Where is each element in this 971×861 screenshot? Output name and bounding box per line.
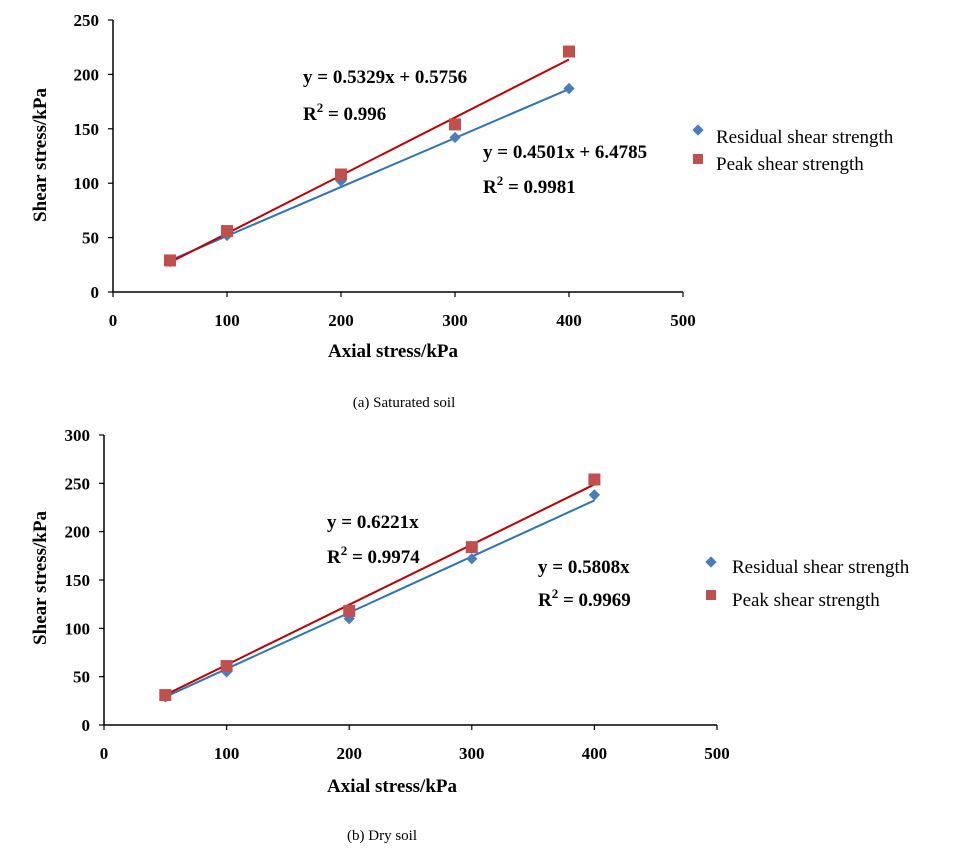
y-axis-title: Shear stress/kPa xyxy=(30,88,51,222)
x-axis-title: Axial stress/kPa xyxy=(327,776,458,797)
data-point-peak xyxy=(563,45,575,58)
trendlines xyxy=(169,58,570,264)
r-squared-peak: R2 = 0.9974 xyxy=(327,543,420,568)
legend: Residual shear strength Peak shear stren… xyxy=(692,124,894,175)
r2-value: = 0.9981 xyxy=(503,177,576,198)
legend-marker-diamond xyxy=(692,124,704,136)
chart-panel-saturated-soil: 0 100 200 300 400 500 0 50 100 150 200 250 Axial st… xyxy=(30,11,894,411)
y-axis-title: Shear stress/kPa xyxy=(30,511,51,645)
legend: Residual shear strength Peak shear stren… xyxy=(705,556,910,611)
r2-prefix: R xyxy=(483,177,497,198)
figure-caption: (a) Saturated soil xyxy=(353,395,455,411)
data-point-peak xyxy=(221,225,233,238)
legend-item-peak: Peak shear strength xyxy=(693,154,864,175)
data-point-residual xyxy=(563,82,575,95)
r2-prefix: R xyxy=(303,104,317,125)
x-axis-title: Axial stress/kPa xyxy=(328,341,459,362)
x-tick-label: 200 xyxy=(336,744,362,763)
legend-item-residual: Residual shear strength xyxy=(692,124,894,148)
y-tick-label: 50 xyxy=(82,229,99,248)
r2-prefix: R xyxy=(327,547,341,568)
axis-ticks xyxy=(99,434,718,730)
r2-superscript: 2 xyxy=(497,173,504,188)
data-point-peak xyxy=(159,689,172,702)
r2-superscript: 2 xyxy=(317,100,324,115)
y-tick-label: 150 xyxy=(74,120,100,139)
legend-marker-square xyxy=(693,154,703,164)
x-tick-label: 0 xyxy=(100,744,109,763)
axis-ticks xyxy=(108,19,684,297)
y-tick-label: 200 xyxy=(65,523,91,542)
figure-caption: (b) Dry soil xyxy=(347,828,417,844)
trendlines xyxy=(164,483,595,698)
data-point-peak xyxy=(465,541,478,554)
data-point-residual xyxy=(466,553,478,565)
legend-label-peak: Peak shear strength xyxy=(732,590,880,611)
legend-marker-diamond xyxy=(705,556,717,568)
x-tick-label: 400 xyxy=(556,311,582,330)
legend-item-residual: Residual shear strength xyxy=(705,556,910,578)
r2-superscript: 2 xyxy=(552,586,559,601)
y-tick-label: 250 xyxy=(74,11,100,30)
y-tick-label: 100 xyxy=(74,174,100,193)
x-tick-label: 300 xyxy=(459,744,485,763)
x-tick-label: 200 xyxy=(328,311,354,330)
r-squared-residual: R2 = 0.9969 xyxy=(538,586,631,611)
data-point-peak xyxy=(449,118,461,131)
legend-item-peak: Peak shear strength xyxy=(706,590,880,611)
chart-panel-dry-soil: 0 100 200 300 400 500 0 50 100 150 200 250 300 Axial… xyxy=(30,426,910,844)
r-squared-residual: R2 = 0.9981 xyxy=(483,173,576,198)
equation-residual: y = 0.4501x + 6.4785 xyxy=(483,142,647,163)
data-points xyxy=(159,473,601,703)
y-tick-label: 200 xyxy=(74,65,100,84)
legend-label-residual: Residual shear strength xyxy=(732,557,910,578)
r2-superscript: 2 xyxy=(341,543,348,558)
equation-peak: y = 0.6221x xyxy=(327,512,419,533)
equation-peak: y = 0.5329x + 0.5756 xyxy=(303,67,467,88)
trendline-residual xyxy=(169,88,570,262)
r2-prefix: R xyxy=(538,590,552,611)
data-point-peak xyxy=(335,168,347,181)
x-tick-label: 500 xyxy=(670,311,696,330)
y-tick-label: 250 xyxy=(65,474,91,493)
x-tick-label: 300 xyxy=(442,311,468,330)
y-tick-label: 0 xyxy=(91,283,100,302)
data-point-residual xyxy=(449,131,461,144)
x-tick-label: 400 xyxy=(582,744,608,763)
trendline-residual xyxy=(164,499,595,698)
trendline-peak xyxy=(169,58,570,264)
y-tick-label: 50 xyxy=(73,668,90,687)
x-tick-label: 0 xyxy=(109,311,118,330)
r2-value: = 0.9969 xyxy=(558,590,631,611)
equation-residual: y = 0.5808x xyxy=(538,557,630,578)
y-tick-label: 0 xyxy=(82,716,91,735)
r2-value: = 0.996 xyxy=(323,104,386,125)
data-point-peak xyxy=(343,604,356,617)
data-points xyxy=(164,45,575,268)
x-tick-label: 100 xyxy=(214,744,240,763)
r2-value: = 0.9974 xyxy=(347,547,420,568)
legend-marker-square xyxy=(706,590,716,600)
data-point-peak xyxy=(164,254,176,267)
axis-tick-labels: 0 100 200 300 400 500 0 50 100 150 200 250 300 xyxy=(65,426,730,763)
x-tick-label: 100 xyxy=(214,311,240,330)
data-point-residual xyxy=(588,489,601,501)
y-tick-label: 150 xyxy=(65,571,91,590)
y-tick-label: 100 xyxy=(65,619,91,638)
trendline-peak xyxy=(164,483,595,696)
legend-label-peak: Peak shear strength xyxy=(716,154,864,175)
axis-tick-labels: 0 100 200 300 400 500 0 50 100 150 200 250 xyxy=(74,11,696,330)
legend-label-residual: Residual shear strength xyxy=(716,127,894,148)
y-tick-label: 300 xyxy=(65,426,91,445)
x-tick-label: 500 xyxy=(704,744,730,763)
data-point-peak xyxy=(220,660,233,673)
r-squared-peak: R2 = 0.996 xyxy=(303,100,386,125)
data-point-peak xyxy=(588,473,601,486)
